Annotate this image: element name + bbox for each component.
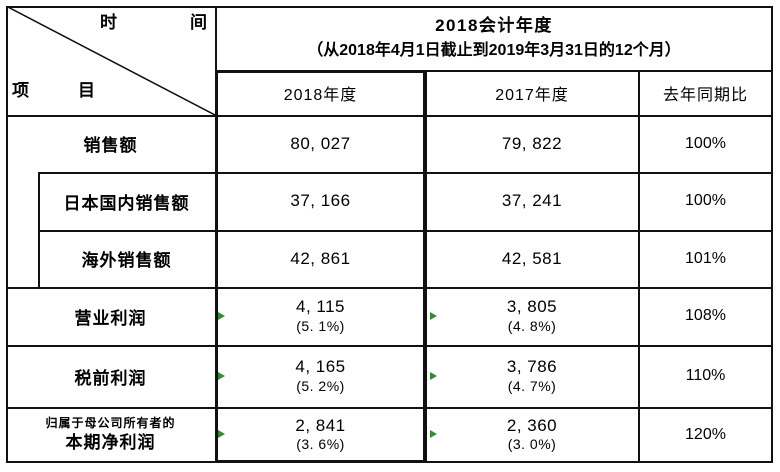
fiscal-year-title-cell: 2018会计年度 （从2018年4月1日截止到2019年3月31日的12个月） bbox=[215, 6, 773, 70]
comment-marker-icon bbox=[430, 430, 437, 438]
grid-line-h-row3-bottom bbox=[6, 287, 773, 289]
corner-time-label: 时 间 bbox=[100, 8, 207, 33]
row-label-operating-profit: 营业利润 bbox=[74, 308, 147, 328]
comment-marker-icon bbox=[430, 372, 437, 380]
operating-2017-percent: (4. 8%) bbox=[507, 317, 557, 334]
row-label-overseas-sales: 海外销售额 bbox=[81, 251, 172, 270]
diagonal-divider bbox=[6, 6, 215, 115]
cell-netprofit-2017: 2, 360 (3. 0%) bbox=[426, 407, 638, 462]
row-label-domestic-sales: 日本国内销售额 bbox=[63, 193, 190, 213]
grid-line-v-colyoy-left bbox=[638, 70, 640, 463]
comment-marker-icon bbox=[430, 312, 437, 320]
cell-overseas-yoy: 101% bbox=[685, 249, 726, 267]
pretax-2018-value: 4, 165 bbox=[295, 357, 346, 377]
pretax-2017-percent: (4. 7%) bbox=[507, 377, 557, 394]
grid-line-h-row2-bottom bbox=[38, 230, 773, 232]
row-label-sales: 销售额 bbox=[83, 136, 138, 155]
comment-marker-icon bbox=[218, 372, 225, 380]
pretax-2017-value: 3, 786 bbox=[506, 357, 558, 377]
net-profit-label-line1: 归属于母公司所有者的 bbox=[45, 416, 176, 431]
grid-line-h-row1-bottom bbox=[38, 172, 773, 174]
cell-operating-2018: 4, 115 (5. 1%) bbox=[215, 287, 426, 345]
operating-2018-percent: (5. 1%) bbox=[296, 317, 345, 334]
column-header-2018: 2018年度 bbox=[283, 86, 358, 104]
operating-2017-value: 3, 805 bbox=[506, 297, 558, 317]
cell-sales-yoy: 100% bbox=[685, 134, 726, 152]
grid-line-v-label-col bbox=[215, 6, 217, 70]
netprofit-2017-percent: (3. 0%) bbox=[507, 436, 557, 453]
cell-netprofit-2018: 2, 841 (3. 6%) bbox=[215, 407, 426, 462]
netprofit-2017-value: 2, 360 bbox=[506, 415, 558, 435]
net-profit-label-line2: 本期净利润 bbox=[65, 432, 156, 452]
cell-operating-yoy: 108% bbox=[685, 307, 726, 324]
cell-overseas-2018: 42, 861 bbox=[290, 248, 351, 268]
grid-line-h-header-bottom bbox=[6, 115, 773, 117]
corner-time-char-2: 间 bbox=[190, 13, 207, 32]
cell-pretax-2017: 3, 786 (4. 7%) bbox=[426, 345, 638, 407]
row-label-pretax-profit: 税前利润 bbox=[74, 368, 147, 388]
cell-sales-2017: 79, 822 bbox=[501, 133, 563, 153]
cell-domestic-2017: 37, 241 bbox=[501, 191, 563, 210]
column-header-yoy: 去年同期比 bbox=[662, 86, 748, 104]
corner-item-char-2: 目 bbox=[78, 81, 95, 100]
row-label-net-profit: 归属于母公司所有者的 本期净利润 bbox=[6, 407, 215, 462]
pretax-2018-percent: (5. 2%) bbox=[296, 377, 345, 394]
cell-sales-2018: 80, 027 bbox=[290, 133, 351, 153]
cell-domestic-yoy: 100% bbox=[685, 192, 726, 209]
corner-item-char-1: 项 bbox=[12, 81, 29, 100]
netprofit-2018-percent: (3. 6%) bbox=[296, 436, 345, 453]
corner-item-label: 项 目 bbox=[12, 76, 95, 101]
cell-domestic-2018: 37, 166 bbox=[290, 191, 351, 210]
netprofit-2018-value: 2, 841 bbox=[295, 415, 346, 435]
column-header-2017: 2017年度 bbox=[495, 86, 569, 104]
operating-2018-value: 4, 115 bbox=[295, 297, 345, 317]
corner-time-char-1: 时 bbox=[100, 13, 117, 32]
comment-marker-icon bbox=[218, 312, 225, 320]
fiscal-year-subtitle: （从2018年4月1日截止到2019年3月31日的12个月） bbox=[307, 41, 681, 59]
grid-line-v-sub-indent bbox=[38, 172, 40, 287]
fiscal-year-title: 2018会计年度 bbox=[435, 16, 553, 36]
cell-pretax-yoy: 110% bbox=[685, 367, 726, 384]
cell-overseas-2017: 42, 581 bbox=[501, 248, 563, 268]
grid-line-h-row4-bottom bbox=[6, 345, 773, 347]
cell-operating-2017: 3, 805 (4. 8%) bbox=[426, 287, 638, 345]
cell-pretax-2018: 4, 165 (5. 2%) bbox=[215, 345, 426, 407]
cell-netprofit-yoy: 120% bbox=[685, 425, 726, 443]
grid-line-h-row5-bottom bbox=[6, 407, 773, 409]
grid-line-h-title-bottom bbox=[426, 70, 773, 72]
comment-marker-icon bbox=[218, 430, 225, 438]
